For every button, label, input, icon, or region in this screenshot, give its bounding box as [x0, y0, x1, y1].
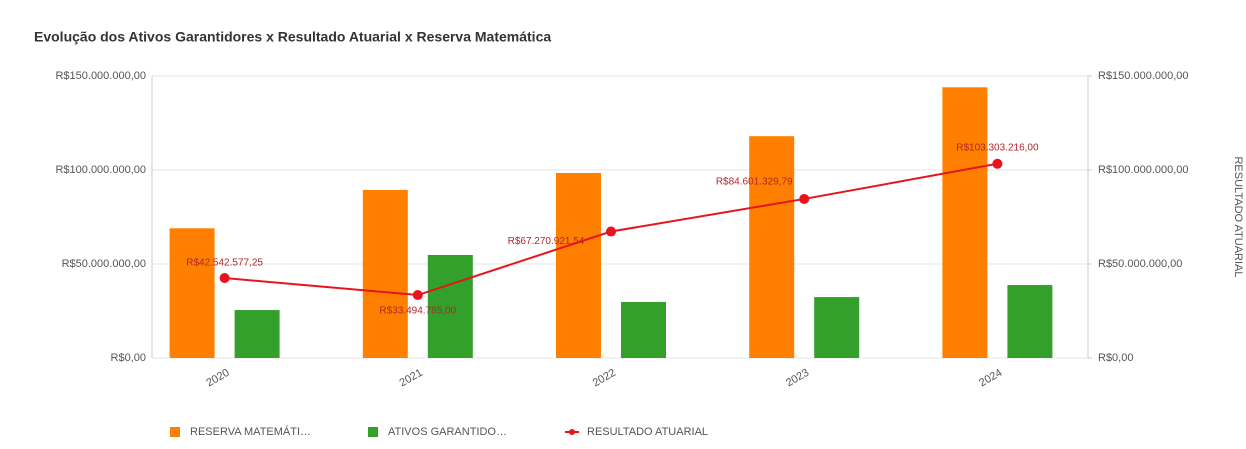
- data-label: R$67.270.921,54: [508, 236, 585, 247]
- legend-label: RESULTADO ATUARIAL: [587, 426, 708, 438]
- legend-swatch: [170, 427, 180, 437]
- bar: [362, 189, 408, 358]
- data-label: R$42.542.577,25: [186, 258, 263, 269]
- bar: [427, 254, 473, 358]
- x-tick-label: 2021: [398, 367, 425, 390]
- bar: [749, 136, 795, 358]
- data-label: R$103.303.216,00: [956, 142, 1039, 153]
- line-point: [412, 290, 423, 301]
- bar: [814, 297, 860, 358]
- bar: [556, 173, 601, 358]
- y2-axis-title: RESULTADO ATUARIAL: [1232, 156, 1244, 277]
- x-tick-label: 2022: [591, 367, 618, 390]
- legend-label: RESERVA MATEMÁTI…: [190, 425, 311, 438]
- legend-swatch: [368, 427, 378, 437]
- legend-label: ATIVOS GARANTIDO…: [388, 426, 507, 438]
- y-tick-label: R$150.000.000,00: [55, 70, 146, 82]
- bar: [234, 310, 280, 358]
- y2-tick-label: R$150.000.000,00: [1098, 70, 1189, 82]
- line-point: [219, 273, 230, 284]
- bar: [169, 228, 215, 358]
- legend-swatch-dot: [569, 429, 575, 435]
- y-tick-label: R$50.000.000,00: [62, 258, 146, 270]
- line-point: [606, 226, 616, 237]
- y2-tick-label: R$0,00: [1098, 352, 1133, 364]
- x-tick-label: 2023: [784, 367, 811, 390]
- x-tick-label: 2024: [977, 367, 1004, 390]
- bar: [621, 301, 666, 358]
- y2-tick-label: R$50.000.000,00: [1098, 258, 1182, 270]
- data-label: R$33.494.785,00: [379, 306, 456, 317]
- chart-title: Evolução dos Ativos Garantidores x Resul…: [34, 29, 551, 45]
- y-tick-label: R$100.000.000,00: [55, 164, 146, 176]
- x-tick-label: 2020: [204, 367, 231, 390]
- line-point: [799, 193, 810, 204]
- line-point: [992, 158, 1003, 169]
- y-tick-label: R$0,00: [111, 352, 146, 364]
- y2-tick-label: R$100.000.000,00: [1098, 164, 1189, 176]
- data-label: R$84.601.329,79: [716, 177, 793, 188]
- bar: [942, 87, 988, 358]
- bar: [1007, 285, 1053, 358]
